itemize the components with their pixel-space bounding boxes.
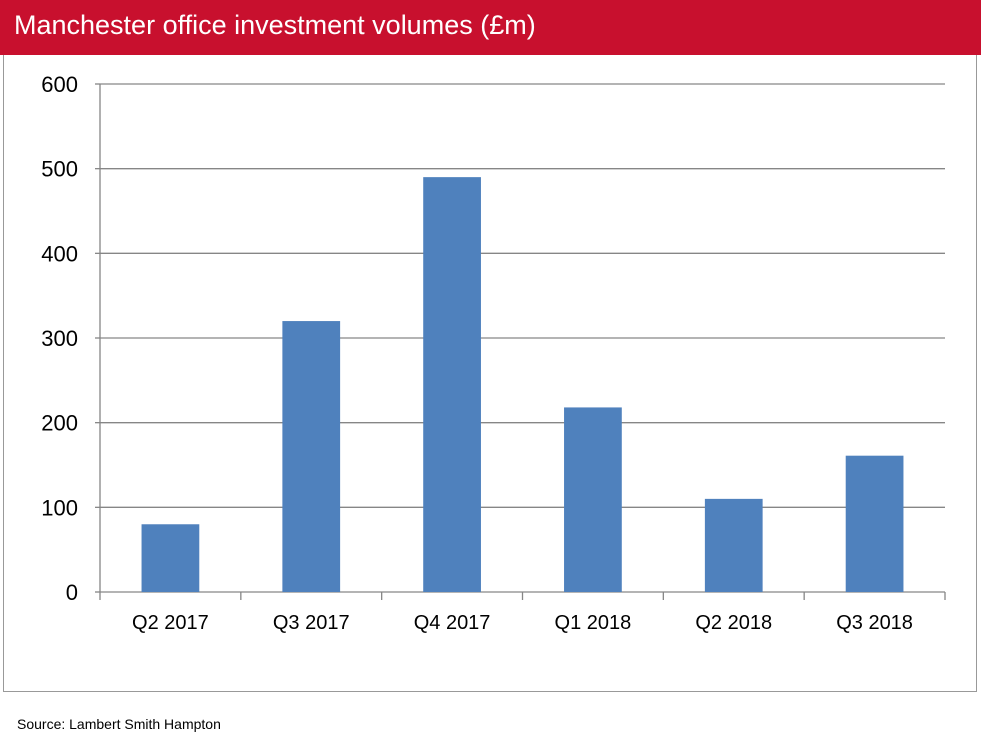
x-tick-label: Q2 2017 xyxy=(132,612,209,634)
source-note: Source: Lambert Smith Hampton xyxy=(17,716,221,732)
y-tick-label: 100 xyxy=(41,495,78,520)
y-tick-label: 600 xyxy=(41,72,78,97)
x-tick-label: Q1 2018 xyxy=(555,612,632,634)
y-tick-label: 300 xyxy=(41,326,78,351)
bar xyxy=(845,455,904,592)
x-tick-label: Q3 2017 xyxy=(273,612,350,634)
bar xyxy=(282,321,341,592)
bar xyxy=(423,177,481,592)
chart-title: Manchester office investment volumes (£m… xyxy=(14,10,536,40)
y-tick-label: 400 xyxy=(41,241,78,266)
x-tick-label: Q2 2018 xyxy=(695,612,772,634)
y-tick-label: 200 xyxy=(41,411,78,436)
bar-chart: 0 100 200 300 400 500 600 Q2 2017 Q3 2017 Q4 2017… xyxy=(41,72,946,634)
title-banner: Manchester office investment volumes (£m… xyxy=(0,0,981,55)
x-tick-label: Q4 2017 xyxy=(414,612,491,634)
bar xyxy=(141,524,200,592)
bar xyxy=(564,407,622,592)
chart-frame xyxy=(3,55,977,692)
x-tick-label: Q3 2018 xyxy=(836,612,913,634)
y-tick-label: 500 xyxy=(41,157,78,182)
bar xyxy=(704,498,763,592)
y-tick-label: 0 xyxy=(66,580,78,605)
